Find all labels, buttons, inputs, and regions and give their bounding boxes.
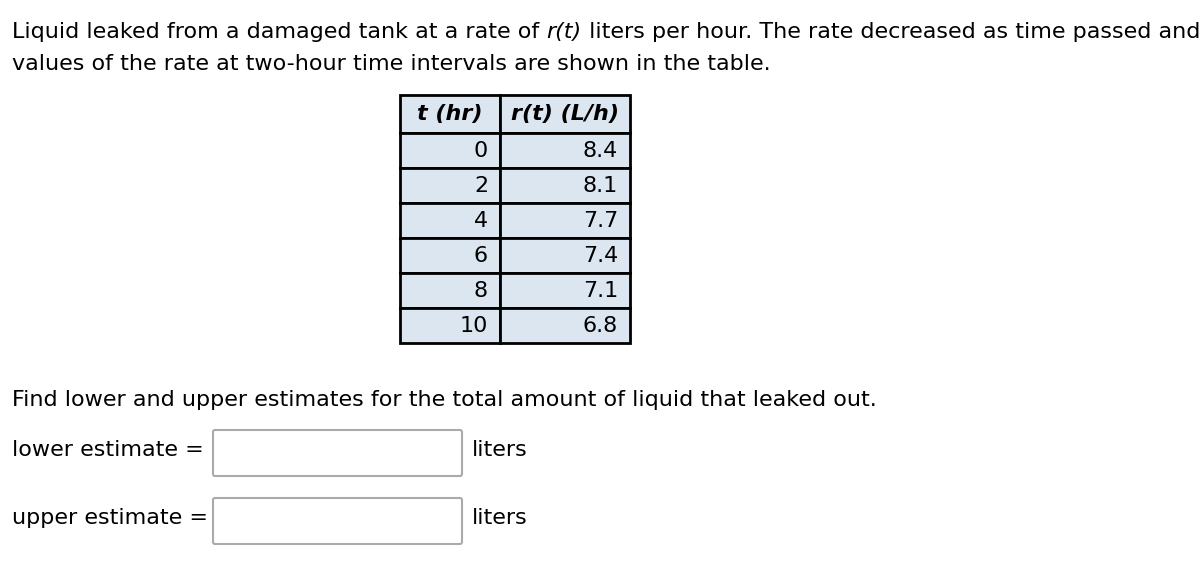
Bar xyxy=(500,273,630,308)
Text: Find lower and upper estimates for the total amount of liquid that leaked out.: Find lower and upper estimates for the t… xyxy=(12,390,877,410)
Text: liters: liters xyxy=(472,440,528,460)
Text: values of the rate at two-hour time intervals are shown in the table.: values of the rate at two-hour time inte… xyxy=(12,54,770,74)
Bar xyxy=(500,203,630,238)
Text: 10: 10 xyxy=(460,315,488,336)
Text: 0: 0 xyxy=(474,141,488,160)
Text: upper estimate =: upper estimate = xyxy=(12,508,208,528)
Text: 6.8: 6.8 xyxy=(583,315,618,336)
Bar xyxy=(400,273,500,308)
Text: 8.1: 8.1 xyxy=(583,175,618,196)
Bar xyxy=(400,95,500,133)
Text: 7.7: 7.7 xyxy=(583,211,618,230)
Text: 7.1: 7.1 xyxy=(583,281,618,300)
Bar xyxy=(400,203,500,238)
Text: Liquid leaked from a damaged tank at a rate of: Liquid leaked from a damaged tank at a r… xyxy=(12,22,546,42)
Text: r(t): r(t) xyxy=(546,22,582,42)
Text: r(t) (L/h): r(t) (L/h) xyxy=(511,104,619,124)
FancyBboxPatch shape xyxy=(214,498,462,544)
Bar xyxy=(400,168,500,203)
Text: 7.4: 7.4 xyxy=(583,245,618,266)
Bar xyxy=(500,308,630,343)
Text: 8.4: 8.4 xyxy=(583,141,618,160)
Bar xyxy=(400,238,500,273)
Text: 4: 4 xyxy=(474,211,488,230)
Bar xyxy=(500,133,630,168)
Text: liters per hour. The rate decreased as time passed and: liters per hour. The rate decreased as t… xyxy=(582,22,1200,42)
Text: 6: 6 xyxy=(474,245,488,266)
Bar xyxy=(400,308,500,343)
Bar xyxy=(400,133,500,168)
Bar xyxy=(500,95,630,133)
Text: liters: liters xyxy=(472,508,528,528)
Bar xyxy=(500,238,630,273)
FancyBboxPatch shape xyxy=(214,430,462,476)
Text: t (hr): t (hr) xyxy=(418,104,482,124)
Bar xyxy=(500,168,630,203)
Text: 2: 2 xyxy=(474,175,488,196)
Text: 8: 8 xyxy=(474,281,488,300)
Text: lower estimate =: lower estimate = xyxy=(12,440,204,460)
